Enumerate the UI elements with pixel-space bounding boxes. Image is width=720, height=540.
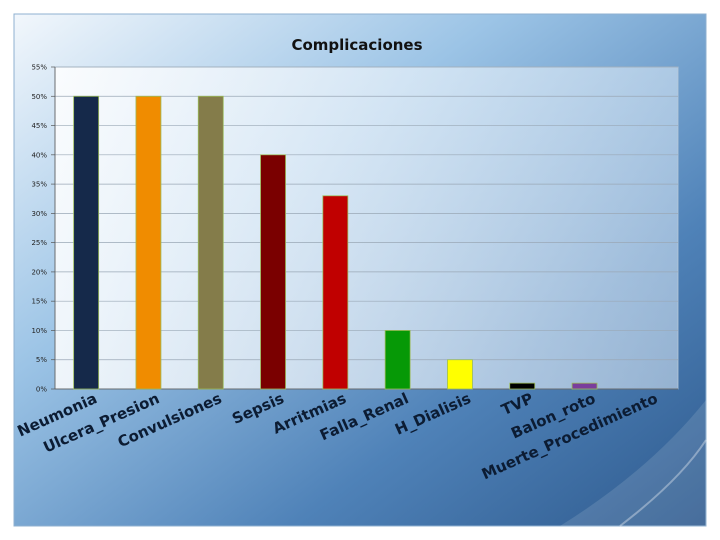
bar <box>509 382 536 390</box>
y-tick-label: 35% <box>31 181 47 189</box>
bar <box>197 95 224 390</box>
bar <box>135 95 162 390</box>
y-tick-label: 50% <box>31 93 47 101</box>
y-tick-label: 10% <box>31 327 47 335</box>
bar <box>447 359 473 390</box>
y-tick-label: 0% <box>36 386 47 394</box>
chart-title: Complicaciones <box>291 36 422 54</box>
y-tick-label: 55% <box>31 64 47 72</box>
y-tick-label: 5% <box>36 356 47 364</box>
bar <box>571 382 598 390</box>
bar <box>384 330 411 390</box>
y-tick-label: 30% <box>31 210 47 218</box>
decorative-swoosh-2 <box>619 439 707 527</box>
y-tick-label: 40% <box>31 151 47 159</box>
decorative-swoosh <box>560 400 706 526</box>
y-tick-label: 20% <box>31 268 47 276</box>
bar <box>73 95 100 390</box>
y-tick-label: 25% <box>31 239 47 247</box>
bars <box>73 95 598 390</box>
y-tick-label: 15% <box>31 298 47 306</box>
bar <box>322 195 349 390</box>
y-axis-tick-labels: 0% 5% 10% 15% 20% 25% 30% 35% 40% 45% 50% 55% <box>31 64 47 394</box>
y-tick-label: 45% <box>31 122 47 130</box>
bar <box>260 154 286 390</box>
